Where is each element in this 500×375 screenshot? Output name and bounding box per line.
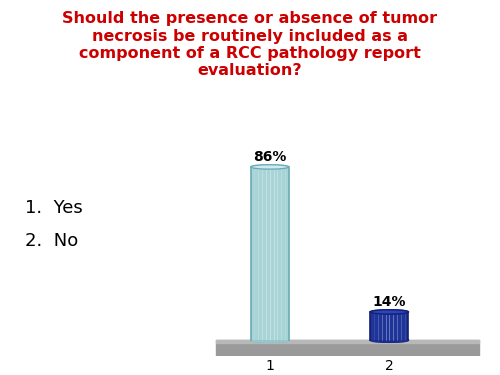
Ellipse shape (250, 338, 289, 342)
Polygon shape (216, 340, 479, 343)
Polygon shape (216, 340, 479, 356)
Text: 14%: 14% (372, 295, 406, 309)
Bar (250, 167, 289, 340)
Ellipse shape (370, 338, 408, 342)
Ellipse shape (250, 338, 289, 342)
Text: Should the presence or absence of tumor
necrosis be routinely included as a
comp: Should the presence or absence of tumor … (62, 11, 438, 78)
Text: 2.  No: 2. No (25, 232, 78, 250)
Ellipse shape (370, 310, 408, 314)
Text: 86%: 86% (253, 150, 286, 164)
Text: 1.  Yes: 1. Yes (25, 199, 83, 217)
Ellipse shape (370, 338, 408, 342)
Ellipse shape (250, 165, 289, 169)
Bar (370, 312, 408, 340)
